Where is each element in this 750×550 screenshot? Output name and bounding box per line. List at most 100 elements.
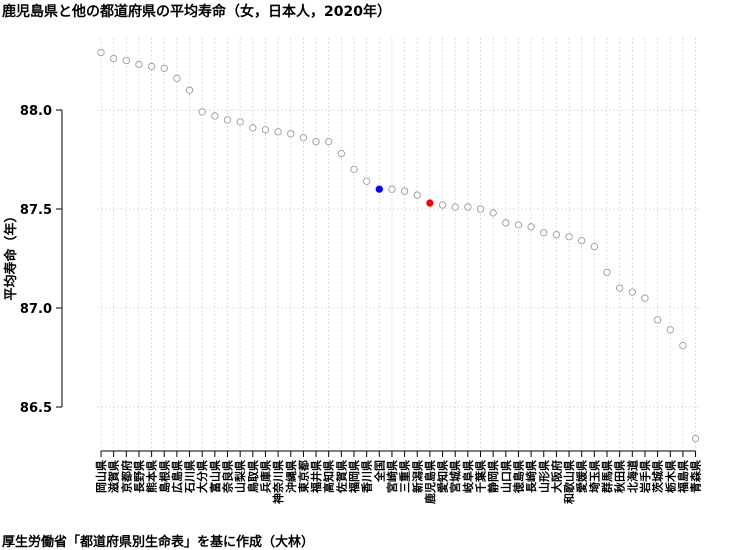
y-tick-label: 86.5 <box>20 401 52 416</box>
x-tick-label: 静岡県 <box>486 460 500 493</box>
x-tick-label: 北海道 <box>625 460 639 493</box>
x-tick-label: 京都府 <box>119 460 133 493</box>
source-note: 厚生労働省「都道府県別生命表」を基に作成（大林） <box>2 535 315 550</box>
data-point <box>337 149 345 158</box>
x-tick-label: 島根県 <box>157 460 171 493</box>
x-tick-label: 鹿児島県 <box>423 460 437 504</box>
x-tick-label: 新潟県 <box>410 460 424 493</box>
data-point <box>274 128 282 136</box>
x-tick-label: 愛知県 <box>436 460 450 493</box>
x-tick-label: 和歌山県 <box>562 460 576 504</box>
data-point <box>616 284 624 292</box>
x-tick-label: 広島県 <box>170 460 184 493</box>
data-point <box>679 341 687 350</box>
x-tick-label: 岩手県 <box>638 460 652 494</box>
data-point <box>540 229 548 237</box>
x-tick-label: 兵庫県 <box>258 460 272 493</box>
x-tick-label: 福島県 <box>676 460 690 494</box>
data-point <box>97 48 105 57</box>
x-tick-label: 佐賀県 <box>334 460 348 494</box>
data-point <box>173 74 181 82</box>
data-point <box>147 62 156 71</box>
x-tick-label: 大分県 <box>195 460 209 493</box>
data-point <box>451 203 459 211</box>
x-tick-label: 高知県 <box>322 460 336 493</box>
data-point <box>426 199 434 207</box>
data-point <box>464 203 472 211</box>
x-tick-label: 香川県 <box>360 460 374 494</box>
data-point <box>261 126 270 134</box>
x-tick-label: 全国 <box>372 460 386 483</box>
x-tick-label: 岡山県 <box>94 460 108 493</box>
y-tick-label: 87.0 <box>20 302 52 317</box>
x-tick-label: 徳島県 <box>511 460 525 494</box>
data-point <box>438 201 447 209</box>
x-axis: 岡山県 滋賀県 京都府 長野県 熊本県 島根県 広島県 石川県 大分県 富山県 奈良県 山梨県 鳥取県兵… <box>94 450 703 504</box>
chart-title: 鹿児島県と他の都道府県の平均寿命（女，日本人，2020年） <box>2 4 391 20</box>
data-point <box>565 233 573 241</box>
data-point <box>413 191 421 199</box>
data-point <box>388 185 396 193</box>
x-tick-label: 長野県 <box>133 460 146 493</box>
x-tick-label: 三重県 <box>398 460 412 493</box>
x-tick-label: 大阪府 <box>549 460 563 493</box>
data-point <box>489 209 497 217</box>
data-point <box>527 223 535 231</box>
data-point <box>110 54 118 63</box>
y-tick-label: 88.0 <box>20 104 52 119</box>
y-axis-label: 平均寿命（年） <box>3 209 19 300</box>
x-tick-label: 青森県 <box>689 460 703 493</box>
x-tick-label: 富山県 <box>208 460 222 493</box>
x-tick-label: 山口県 <box>499 460 513 493</box>
data-point <box>325 138 333 146</box>
data-points <box>97 48 700 443</box>
x-tick-label: 栃木県 <box>663 460 677 493</box>
x-tick-label: 岐阜県 <box>461 460 475 493</box>
data-point <box>312 138 320 146</box>
x-tick-label: 愛媛県 <box>575 460 589 493</box>
data-point <box>628 288 636 296</box>
data-point <box>691 435 700 443</box>
data-point <box>211 112 219 120</box>
y-tick-label: 87.5 <box>20 203 52 218</box>
x-tick-label: 熊本県 <box>145 460 159 493</box>
data-point <box>160 64 168 73</box>
data-point <box>400 187 409 195</box>
y-axis: 86.5 87.0 87.5 88.0 <box>20 104 63 416</box>
data-point <box>590 242 598 251</box>
x-tick-label: 奈良県 <box>221 460 235 494</box>
data-point <box>299 134 308 142</box>
x-tick-label: 長崎県 <box>524 460 538 493</box>
data-point <box>249 124 257 132</box>
data-point <box>502 219 510 227</box>
x-tick-label: 千葉県 <box>474 460 488 493</box>
x-tick-label: 群馬県 <box>600 460 614 494</box>
data-point <box>135 60 143 69</box>
x-tick-label: 福井県 <box>309 460 323 494</box>
data-point <box>122 56 130 65</box>
data-point <box>578 237 586 245</box>
x-tick-label: 鳥取県 <box>246 460 260 493</box>
x-tick-label: 東京都 <box>296 460 310 493</box>
x-tick-label: 山形県 <box>537 460 551 493</box>
x-tick-label: 滋賀県 <box>107 460 121 493</box>
data-point <box>552 231 561 239</box>
data-point <box>362 177 371 185</box>
data-point <box>603 268 611 277</box>
data-point <box>514 221 523 229</box>
x-tick-label: 宮城県 <box>448 460 462 493</box>
x-tick-label: 石川県 <box>184 460 197 494</box>
x-tick-label: 沖縄県 <box>284 460 298 493</box>
data-point <box>198 108 206 116</box>
x-tick-label: 神奈川県 <box>271 460 285 504</box>
x-tick-label: 茨城県 <box>651 460 665 493</box>
x-tick-label: 秋田県 <box>613 460 627 493</box>
data-point <box>641 294 649 302</box>
grid-lines <box>97 38 700 448</box>
data-point <box>287 130 295 138</box>
data-point <box>223 116 232 124</box>
data-point <box>350 165 358 174</box>
x-tick-label: 福岡県 <box>347 460 361 494</box>
data-point <box>375 185 383 193</box>
